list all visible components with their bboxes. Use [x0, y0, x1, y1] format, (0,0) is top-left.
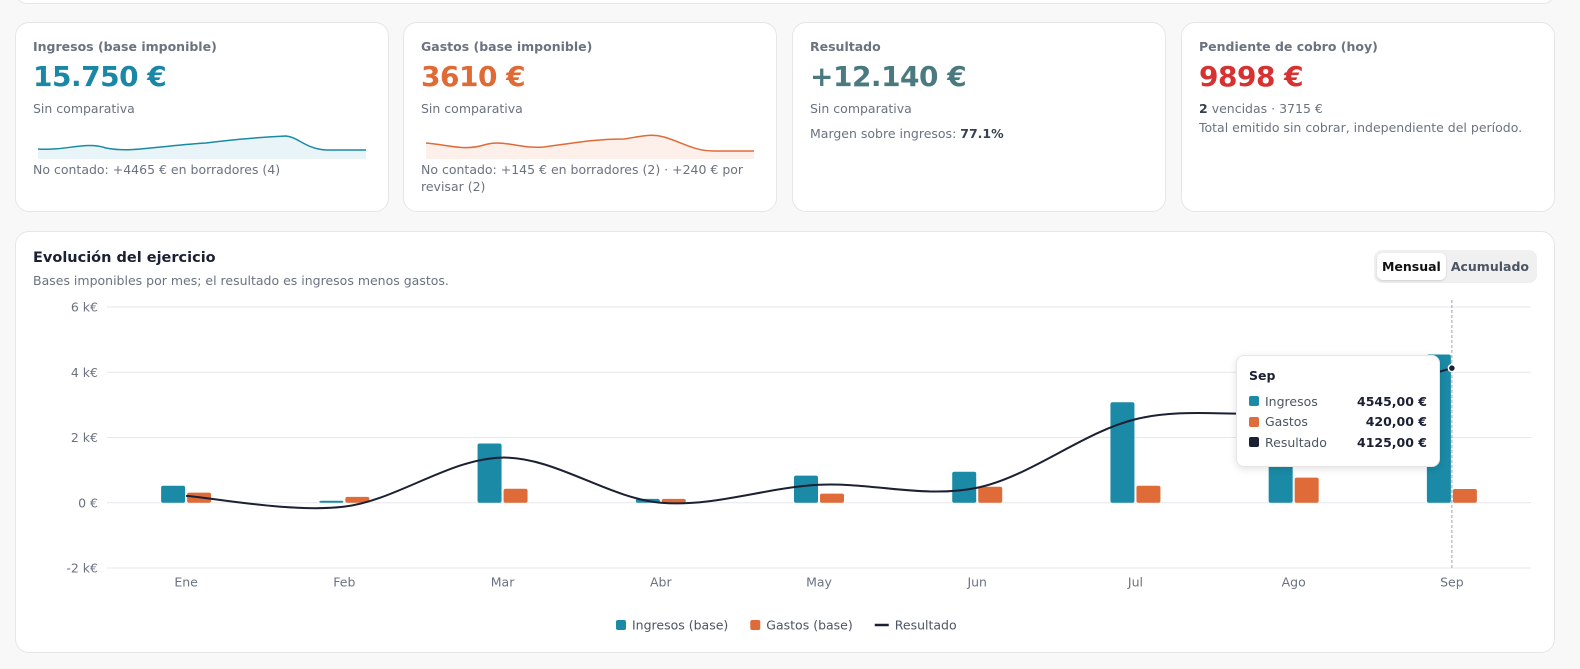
bar	[319, 500, 344, 503]
bar	[1110, 402, 1135, 503]
panel-title: Evolución del ejercicio	[33, 250, 216, 266]
legend-label: Resultado	[895, 618, 957, 633]
view-toggle: Mensual Acumulado	[1373, 250, 1537, 283]
kpi-value: 3610 €	[421, 60, 526, 93]
bar	[503, 488, 528, 503]
margin-label: Margen sobre ingresos:	[810, 126, 957, 141]
overdue-text: vencidas · 3715 €	[1211, 101, 1323, 116]
x-tick-label: May	[806, 575, 832, 590]
panel-subtitle: Bases imponibles por mes; el resultado e…	[33, 273, 449, 288]
y-tick-label: 0 €	[78, 495, 98, 510]
kpi-footer: Total emitido sin cobrar, independiente …	[1199, 120, 1523, 135]
y-tick-label: 2 k€	[71, 430, 98, 445]
y-tick-label: -2 k€	[66, 561, 98, 576]
tooltip-row: Gastos 420,00 €	[1249, 412, 1427, 433]
tooltip-label: Resultado	[1265, 434, 1327, 450]
kpi-card: Pendiente de cobro (hoy) 9898 € 2 vencida…	[1181, 22, 1555, 212]
kpi-footer: No contado: +4465 € en borradores (4)	[33, 162, 281, 177]
bar	[794, 475, 818, 503]
tooltip-value: 420,00 €	[1365, 414, 1427, 430]
bar	[1452, 489, 1477, 503]
kpi-label: Pendiente de cobro (hoy)	[1199, 39, 1378, 54]
hover-dot	[1447, 363, 1457, 373]
bar	[952, 471, 977, 503]
kpi-margin: Margen sobre ingresos: 77.1%	[810, 126, 1148, 141]
kpi-card: Gastos (base imponible) 3610 € Sin compa…	[403, 22, 777, 212]
margin-value: 77.1%	[960, 126, 1004, 141]
legend-label: Ingresos (base)	[632, 618, 728, 633]
kpi-label: Resultado	[810, 39, 881, 54]
tooltip-swatch	[1249, 396, 1259, 407]
kpi-label: Ingresos (base imponible)	[33, 39, 217, 54]
legend-label: Gastos (base)	[766, 618, 852, 633]
legend-swatch	[750, 620, 761, 630]
sparkline	[425, 134, 754, 159]
tooltip: Sep Ingresos 4545,00 € Gastos 420,00 € Resul…	[1236, 355, 1440, 467]
x-tick-label: Sep	[1440, 575, 1464, 590]
tooltip-value: 4545,00 €	[1357, 393, 1427, 409]
kpi-value: 15.750 €	[33, 60, 167, 93]
x-tick-label: Ago	[1282, 575, 1306, 590]
bar	[661, 498, 686, 503]
tooltip-title: Sep	[1249, 368, 1276, 383]
tooltip-swatch	[1249, 437, 1259, 448]
x-tick-label: Mar	[491, 575, 515, 590]
kpi-label: Gastos (base imponible)	[421, 39, 593, 54]
y-tick-label: 4 k€	[71, 365, 98, 380]
tooltip-row: Ingresos 4545,00 €	[1249, 391, 1427, 412]
tooltip-value: 4125,00 €	[1357, 434, 1427, 450]
bar	[1136, 485, 1161, 503]
kpi-note: Sin comparativa	[810, 101, 912, 116]
bar	[1294, 477, 1319, 503]
bar	[978, 486, 1003, 503]
chart-panel: Evolución del ejercicio Bases imponibles…	[15, 231, 1555, 653]
tooltip-swatch	[1249, 416, 1259, 427]
kpi-overdue: 2 vencidas · 3715 €	[1199, 101, 1537, 116]
x-tick-label: Abr	[650, 575, 672, 590]
x-tick-label: Jul	[1127, 575, 1143, 590]
bar	[161, 485, 186, 503]
x-tick-label: Ene	[174, 575, 198, 590]
bar	[820, 493, 844, 503]
legend-swatch	[616, 620, 626, 630]
sparkline	[37, 135, 366, 159]
kpi-value: +12.140 €	[810, 60, 967, 93]
x-tick-label: Jun	[966, 575, 987, 590]
tooltip-label: Gastos	[1265, 414, 1308, 430]
kpi-card: Resultado +12.140 € Sin comparativa Marg…	[792, 22, 1166, 212]
bar	[477, 443, 502, 503]
kpi-card: Ingresos (base imponible) 15.750 € Sin c…	[15, 22, 389, 212]
toggle-mensual[interactable]: Mensual	[1376, 253, 1446, 280]
y-tick-label: 6 k€	[71, 300, 98, 315]
kpi-footer: No contado: +145 € en borradores (2) · +…	[421, 162, 744, 194]
tooltip-label: Ingresos	[1265, 393, 1318, 409]
kpi-value: 9898 €	[1199, 60, 1304, 93]
overdue-count: 2	[1199, 101, 1208, 116]
toggle-acumulado[interactable]: Acumulado	[1450, 259, 1529, 274]
bar	[345, 496, 370, 503]
x-tick-label: Feb	[333, 575, 355, 590]
kpi-note: Sin comparativa	[33, 101, 135, 116]
kpi-note: Sin comparativa	[421, 101, 523, 116]
tooltip-rows: Ingresos 4545,00 € Gastos 420,00 € Resultado…	[1249, 391, 1427, 453]
tooltip-row: Resultado 4125,00 €	[1249, 432, 1427, 453]
